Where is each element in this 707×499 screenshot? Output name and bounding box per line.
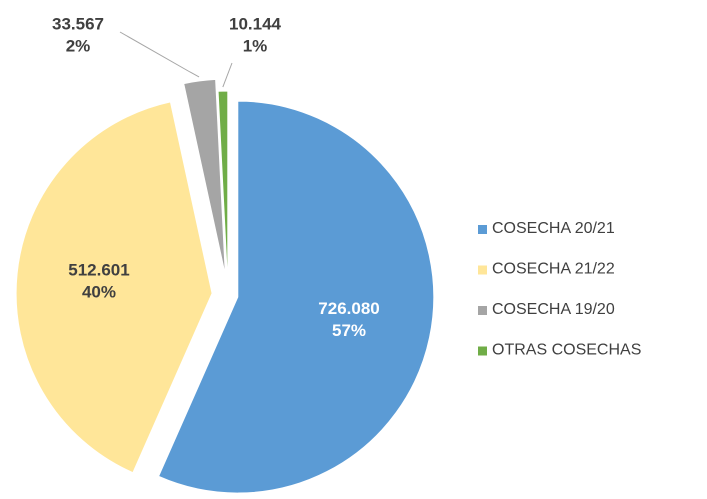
legend-swatch bbox=[478, 346, 487, 356]
percent-label: 2% bbox=[66, 36, 91, 55]
legend-swatch bbox=[478, 225, 487, 234]
legend-label: COSECHA 20/21 bbox=[492, 220, 615, 237]
legend-swatch bbox=[478, 306, 487, 315]
pie-slice bbox=[183, 78, 226, 276]
value-label: 10.144 bbox=[229, 14, 282, 33]
leader-line bbox=[222, 62, 233, 88]
leader-line bbox=[119, 31, 200, 78]
pie-slice bbox=[157, 100, 435, 494]
value-label: 512.601 bbox=[68, 260, 129, 279]
percent-label: 40% bbox=[82, 282, 116, 301]
legend-swatch bbox=[478, 265, 487, 275]
legend-label: OTRAS COSECHAS bbox=[492, 342, 641, 359]
percent-label: 1% bbox=[243, 36, 268, 55]
pie-slice bbox=[217, 90, 229, 288]
legend-label: COSECHA 19/20 bbox=[492, 301, 615, 318]
value-label: 726.080 bbox=[318, 299, 379, 318]
legend-label: COSECHA 21/22 bbox=[492, 261, 615, 278]
pie-slice bbox=[15, 101, 213, 474]
value-label: 33.567 bbox=[52, 14, 104, 33]
percent-label: 57% bbox=[332, 321, 366, 340]
